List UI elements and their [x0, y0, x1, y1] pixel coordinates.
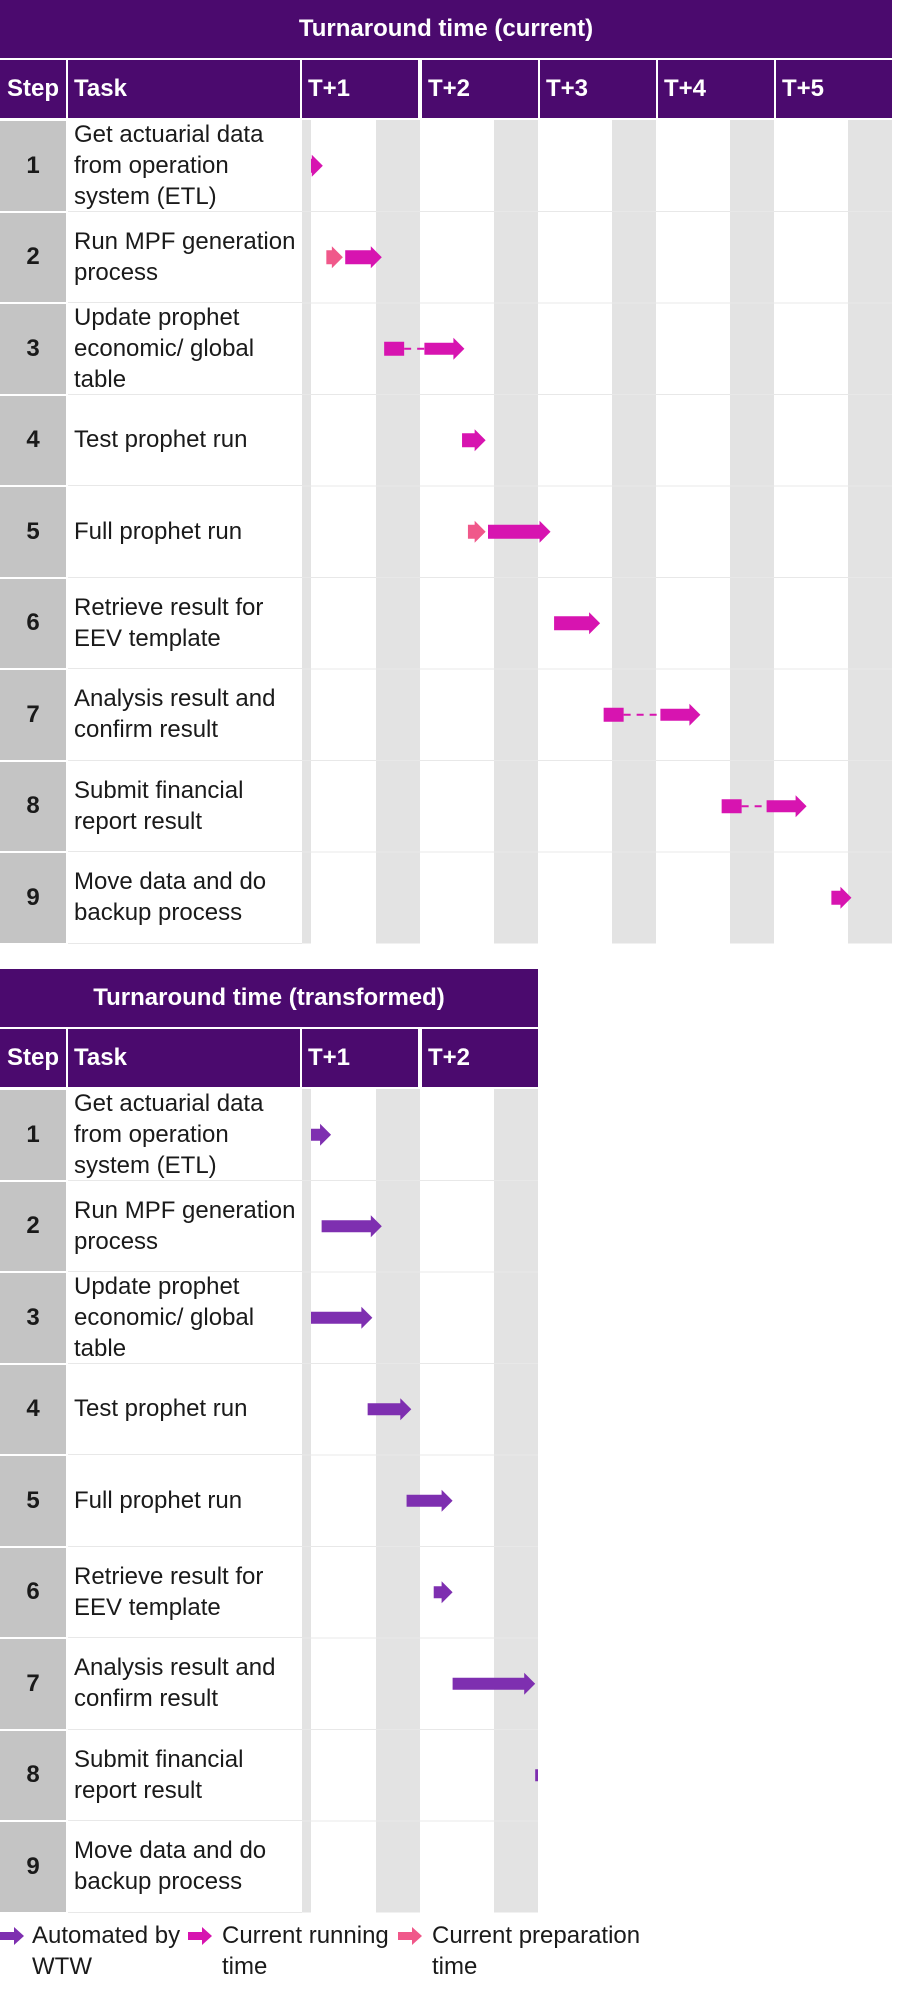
step-number: 5	[0, 487, 66, 577]
step-number: 2	[0, 1181, 66, 1271]
header-task: Task	[68, 1029, 300, 1087]
task-name: Retrieve result for EEV template	[68, 578, 302, 669]
task-name: Full prophet run	[68, 486, 302, 578]
header-day: T+1	[302, 60, 418, 118]
day-stripe	[494, 1089, 538, 1913]
gantt-timeline	[302, 120, 892, 944]
running-bar	[424, 337, 465, 360]
automated-bar	[311, 1306, 373, 1329]
preparation-bar	[326, 246, 343, 269]
automated-bar	[433, 1581, 453, 1604]
gantt-table-transformed: Turnaround time (transformed) Step Task T+1…	[0, 969, 538, 1913]
step-number: 3	[0, 304, 66, 394]
automated-bar	[452, 1672, 536, 1695]
automated-bar	[367, 1398, 412, 1421]
header-step: Step	[0, 60, 66, 118]
header-step: Step	[0, 1029, 66, 1087]
step-number: 8	[0, 761, 66, 851]
task-name: Submit financial report result	[68, 761, 302, 852]
day-stripe	[376, 120, 420, 944]
day-stripe	[302, 120, 311, 944]
automated-bar	[321, 1215, 382, 1238]
running-bar	[488, 520, 551, 543]
table-title: Turnaround time (current)	[0, 0, 892, 58]
header-day: T+1	[302, 1029, 418, 1087]
task-name: Move data and do backup process	[68, 1821, 302, 1913]
step-number: 1	[0, 1090, 66, 1180]
task-name: Update prophet economic/ global table	[68, 303, 302, 395]
task-name: Update prophet economic/ global table	[68, 1272, 302, 1364]
task-name: Test prophet run	[68, 1364, 302, 1455]
bar-start-block	[384, 341, 405, 356]
step-number: 9	[0, 1822, 66, 1912]
task-name: Analysis result and confirm result	[68, 1638, 302, 1730]
automated-bar	[406, 1489, 453, 1512]
bar-start-block	[721, 799, 742, 814]
header-day: T+5	[776, 60, 892, 118]
running-bar	[311, 154, 323, 177]
day-stripe	[302, 1089, 311, 1913]
task-name: Run MPF generation process	[68, 212, 302, 303]
step-number: 7	[0, 1639, 66, 1729]
day-stripe	[848, 120, 892, 944]
header-day: T+2	[422, 1029, 538, 1087]
task-name: Full prophet run	[68, 1455, 302, 1547]
task-name: Analysis result and confirm result	[68, 669, 302, 761]
header-day: T+4	[658, 60, 774, 118]
step-number: 9	[0, 853, 66, 943]
automated-bar	[535, 1769, 538, 1782]
task-name: Get actuarial data from operation system…	[68, 120, 302, 212]
legend-label-running: Current running time	[222, 1922, 389, 1980]
day-stripe	[730, 120, 774, 944]
task-name: Retrieve result for EEV template	[68, 1547, 302, 1638]
task-name: Test prophet run	[68, 395, 302, 486]
step-number: 7	[0, 670, 66, 760]
step-number: 3	[0, 1273, 66, 1363]
legend-label-automated: Automated by WTW	[32, 1922, 181, 1980]
running-bar	[766, 795, 807, 818]
step-number: 4	[0, 1364, 66, 1454]
task-name: Move data and do backup process	[68, 852, 302, 944]
header-day: T+2	[422, 60, 538, 118]
step-number: 4	[0, 395, 66, 485]
running-bar	[462, 429, 486, 452]
task-name: Run MPF generation process	[68, 1181, 302, 1272]
legend-label-preparation: Current preparation time	[432, 1922, 641, 1980]
gantt-table-current: Turnaround time (current) Step Task T+1 T+2 T…	[0, 0, 892, 944]
task-name: Submit financial report result	[68, 1730, 302, 1821]
running-arrow-icon	[188, 1927, 212, 1945]
gantt-timeline	[302, 1089, 538, 1913]
preparation-bar	[467, 520, 486, 543]
step-number: 6	[0, 1547, 66, 1637]
step-number: 8	[0, 1730, 66, 1820]
table-title: Turnaround time (transformed)	[0, 969, 538, 1027]
running-bar	[660, 703, 701, 726]
step-number: 2	[0, 212, 66, 302]
running-bar	[345, 246, 382, 269]
running-bar	[831, 886, 852, 909]
step-number: 5	[0, 1456, 66, 1546]
header-day: T+3	[540, 60, 656, 118]
automated-arrow-icon	[0, 1927, 24, 1945]
step-number: 1	[0, 121, 66, 211]
day-stripe	[612, 120, 656, 944]
automated-bar	[311, 1123, 332, 1146]
running-bar	[554, 612, 601, 635]
task-name: Get actuarial data from operation system…	[68, 1089, 302, 1181]
bar-start-block	[603, 707, 624, 722]
step-number: 6	[0, 578, 66, 668]
preparation-arrow-icon	[398, 1927, 422, 1945]
header-task: Task	[68, 60, 300, 118]
